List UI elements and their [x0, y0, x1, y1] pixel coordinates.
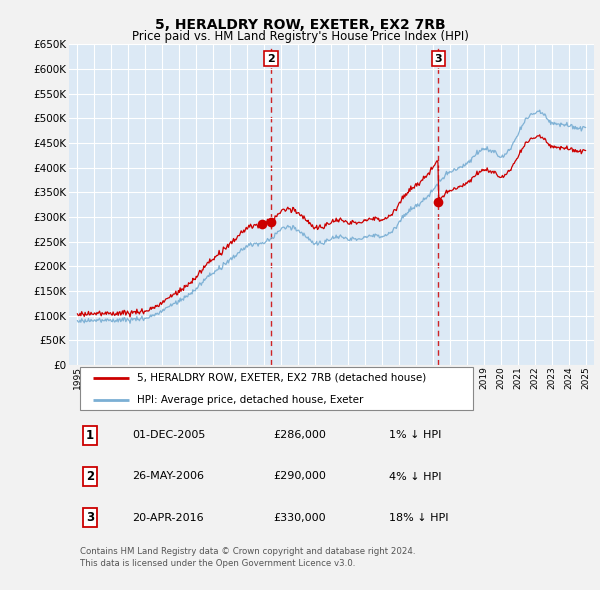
FancyBboxPatch shape	[79, 367, 473, 411]
Text: 5, HERALDRY ROW, EXETER, EX2 7RB (detached house): 5, HERALDRY ROW, EXETER, EX2 7RB (detach…	[137, 373, 427, 383]
Text: £286,000: £286,000	[274, 431, 326, 440]
Text: 3: 3	[86, 511, 94, 524]
Text: 01-DEC-2005: 01-DEC-2005	[132, 431, 205, 440]
Text: 5, HERALDRY ROW, EXETER, EX2 7RB: 5, HERALDRY ROW, EXETER, EX2 7RB	[155, 18, 445, 32]
Text: 2: 2	[267, 54, 275, 64]
Text: Price paid vs. HM Land Registry's House Price Index (HPI): Price paid vs. HM Land Registry's House …	[131, 30, 469, 43]
Text: Contains HM Land Registry data © Crown copyright and database right 2024.
This d: Contains HM Land Registry data © Crown c…	[79, 547, 415, 568]
Text: £290,000: £290,000	[274, 471, 326, 481]
Text: HPI: Average price, detached house, Exeter: HPI: Average price, detached house, Exet…	[137, 395, 364, 405]
Text: 4% ↓ HPI: 4% ↓ HPI	[389, 471, 442, 481]
Text: 1% ↓ HPI: 1% ↓ HPI	[389, 431, 442, 440]
Text: 2: 2	[86, 470, 94, 483]
Text: 18% ↓ HPI: 18% ↓ HPI	[389, 513, 449, 523]
Text: 1: 1	[86, 429, 94, 442]
Text: 3: 3	[434, 54, 442, 64]
Text: 20-APR-2016: 20-APR-2016	[132, 513, 203, 523]
Text: £330,000: £330,000	[274, 513, 326, 523]
Text: 26-MAY-2006: 26-MAY-2006	[132, 471, 204, 481]
